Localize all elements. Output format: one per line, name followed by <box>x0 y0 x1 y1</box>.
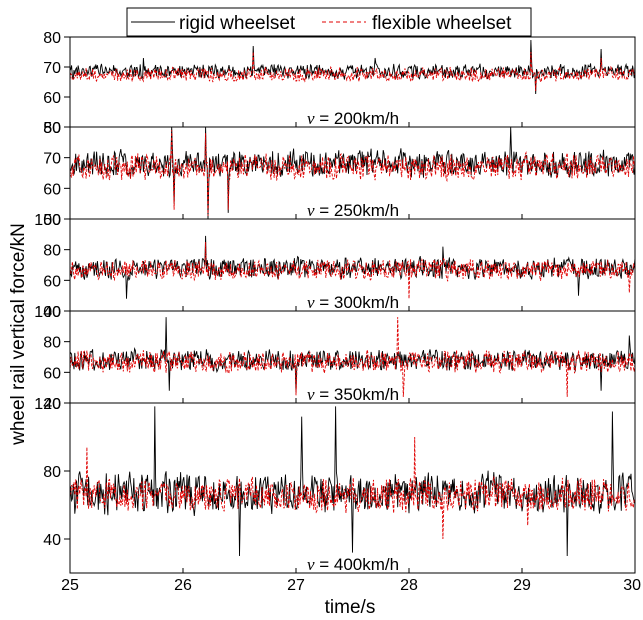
series-flexible-wheelset <box>70 130 635 216</box>
y-tick-label: 40 <box>43 396 61 413</box>
y-tick-label: 60 <box>43 365 61 382</box>
y-tick-label: 60 <box>43 90 61 107</box>
y-tick-label: 120 <box>34 396 61 413</box>
legend-label-rigid: rigid wheelset <box>179 13 296 34</box>
speed-value: = 350km/h <box>314 385 399 404</box>
speed-value: = 400km/h <box>314 555 399 574</box>
panel-3: 40 60 80 100 v = 300km/h <box>34 212 636 321</box>
series-flexible-wheelset <box>70 51 635 92</box>
x-tick-label: 30 <box>623 577 641 594</box>
speed-symbol: v <box>307 293 315 312</box>
y-axis-title: wheel rail vertical force/kN <box>8 223 29 446</box>
speed-label: v = 350km/h <box>307 385 399 404</box>
y-tick-label: 40 <box>43 304 61 321</box>
speed-value: = 200km/h <box>314 109 399 128</box>
y-tick-label: 40 <box>43 532 61 549</box>
legend-label-flexible: flexible wheelset <box>372 13 512 34</box>
x-tick-labels: 25 26 27 28 29 30 <box>61 577 641 594</box>
series-rigid-wheelset <box>70 406 635 557</box>
panel-2: 50 60 70 80 v = 250km/h <box>43 120 636 229</box>
x-tick-label: 26 <box>174 577 192 594</box>
y-tick-label: 80 <box>43 335 61 352</box>
x-axis-title: time/s <box>325 597 376 618</box>
y-tick-label: 60 <box>43 273 61 290</box>
speed-symbol: v <box>307 555 315 574</box>
y-tick-label: 70 <box>43 151 61 168</box>
x-tick-label: 25 <box>61 577 79 594</box>
speed-label: v = 200km/h <box>307 109 399 128</box>
series-rigid-wheelset <box>70 317 635 393</box>
speed-symbol: v <box>307 385 315 404</box>
speed-value: = 250km/h <box>314 201 399 220</box>
y-tick-label: 80 <box>43 464 61 481</box>
panel-4: 40 60 80 100 v = 350km/h <box>34 304 636 413</box>
speed-value: = 300km/h <box>314 293 399 312</box>
series-flexible-wheelset <box>70 317 635 397</box>
speed-symbol: v <box>307 201 315 220</box>
series-flexible-wheelset <box>70 436 635 540</box>
y-tick-label: 50 <box>43 120 61 137</box>
series-flexible-wheelset <box>70 241 635 299</box>
speed-label: v = 300km/h <box>307 293 399 312</box>
y-tick-label: 80 <box>43 243 61 260</box>
x-tick-label: 29 <box>513 577 531 594</box>
legend: rigid wheelset flexible wheelset <box>126 7 532 37</box>
speed-label: v = 250km/h <box>307 201 399 220</box>
y-tick-label: 50 <box>43 212 61 229</box>
speed-symbol: v <box>307 109 315 128</box>
panel-5: 40 80 120 v = 400km/h <box>34 396 636 574</box>
y-tick-label: 70 <box>43 60 61 77</box>
series-rigid-wheelset <box>70 39 635 95</box>
y-tick-label: 80 <box>43 30 61 47</box>
panel-1: 50 60 70 80 v = 200km/h <box>43 30 636 137</box>
x-tick-label: 28 <box>400 577 418 594</box>
y-tick-label: 100 <box>34 304 61 321</box>
speed-label: v = 400km/h <box>307 555 399 574</box>
y-tick-label: 100 <box>34 212 61 229</box>
y-tick-label: 60 <box>43 181 61 198</box>
x-tick-label: 27 <box>287 577 305 594</box>
panel-frame <box>69 402 636 574</box>
y-tick-label: 80 <box>43 120 61 137</box>
